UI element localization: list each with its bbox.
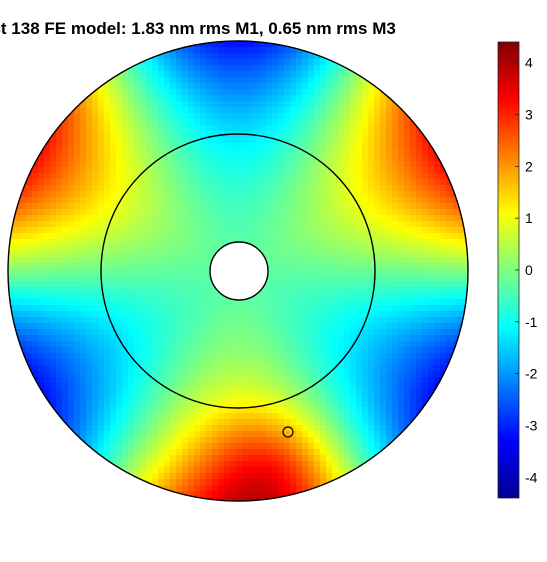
colorbar-tick-label: 2	[525, 158, 533, 174]
colorbar-tick-label: 4	[525, 55, 533, 71]
colorbar-tick-label: -3	[525, 417, 538, 433]
chart-title: act 138 FE model: 1.83 nm rms M1, 0.65 n…	[0, 19, 396, 38]
colorbar-ticks: 4 3 2 1 0 -1 -2 -3 -4	[515, 55, 538, 485]
central-hole	[209, 241, 269, 301]
colorbar-tick-label: -4	[525, 469, 538, 485]
colorbar-tick-label: 1	[525, 210, 533, 226]
colorbar-tick-label: 3	[525, 107, 533, 123]
colorbar-tick-label: 0	[525, 262, 533, 278]
inner-circle-ring	[100, 133, 376, 409]
colorbar-tick-label: -1	[525, 314, 538, 330]
outer-aperture-ring	[7, 40, 469, 502]
marker-circle	[282, 426, 294, 438]
colorbar-tick-label: -2	[525, 366, 538, 382]
